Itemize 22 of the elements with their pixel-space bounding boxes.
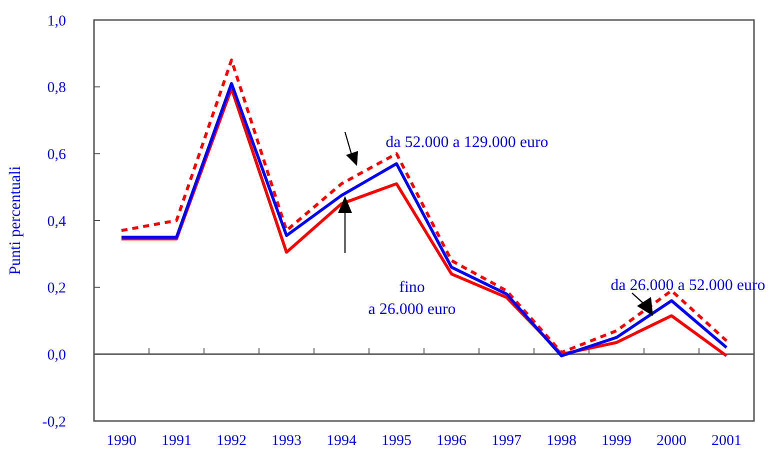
- x-tick-label: 2000: [656, 433, 686, 449]
- x-tick-label: 1999: [602, 433, 632, 449]
- y-axis-title: Punti percentuali: [7, 166, 24, 275]
- x-tick-label: 2001: [712, 433, 742, 449]
- x-tick-label: 1992: [216, 433, 246, 449]
- y-tick-label: 0,4: [47, 214, 66, 230]
- x-tick-label: 1993: [272, 433, 302, 449]
- x-tick-label: 1996: [436, 433, 467, 449]
- x-tick-label: 1998: [546, 433, 576, 449]
- x-tick-label: 1990: [106, 433, 136, 449]
- annotation: da 52.000 a 129.000 euro: [386, 134, 548, 151]
- y-tick-label: 0,6: [47, 146, 66, 163]
- y-tick-label: -0,2: [42, 414, 66, 430]
- x-tick-label: 1997: [492, 433, 522, 449]
- x-tick-label: 1994: [326, 433, 357, 449]
- x-tick-label: 1995: [382, 433, 412, 449]
- x-tick-label: 1991: [162, 433, 192, 449]
- y-tick-label: 0,0: [47, 347, 66, 364]
- y-tick-label: 0,2: [47, 280, 66, 297]
- y-tick-label: 1,0: [47, 13, 66, 30]
- annotation: fino a 26.000 euro: [368, 279, 456, 318]
- y-tick-label: 0,8: [47, 80, 66, 96]
